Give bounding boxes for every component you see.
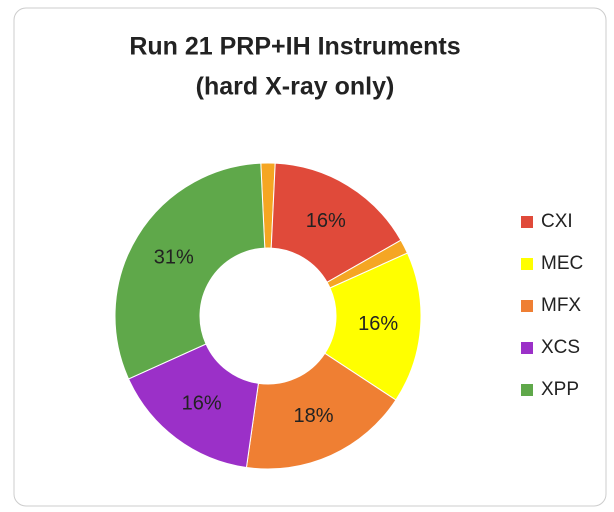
legend-label: CXI [541, 211, 573, 232]
donut-slice [114, 162, 266, 380]
legend-label: XCS [541, 337, 580, 358]
chart-title: Run 21 PRP+IH Instruments [129, 33, 460, 61]
legend-label: MEC [541, 253, 583, 274]
legend-label: MFX [541, 295, 581, 316]
data-label: 16% [306, 210, 346, 232]
data-label: 31% [154, 247, 194, 269]
data-label: 16% [182, 393, 222, 415]
donut-slice [324, 252, 422, 401]
donut-slice [270, 162, 402, 283]
donut-slice [127, 343, 259, 469]
legend-swatch [521, 300, 533, 312]
legend-label: XPP [541, 379, 579, 400]
legend-swatch [521, 216, 533, 228]
donut-slice [245, 352, 397, 470]
legend-swatch [521, 258, 533, 270]
data-label: 18% [293, 405, 333, 427]
chart-subtitle: (hard X-ray only) [196, 73, 395, 101]
data-label: 16% [358, 313, 398, 335]
legend-swatch [521, 384, 533, 396]
legend-swatch [521, 342, 533, 354]
